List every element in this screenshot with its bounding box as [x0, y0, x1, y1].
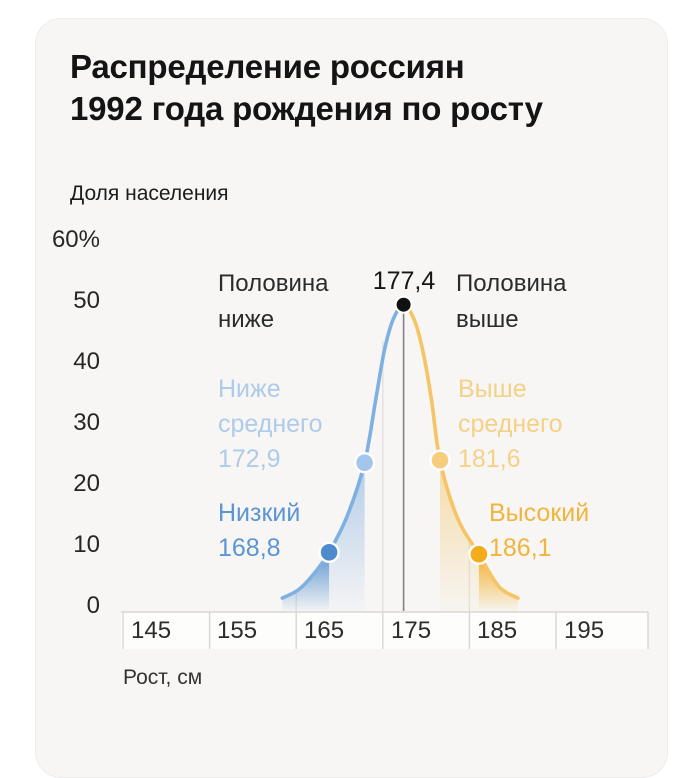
below-average-line1: Ниже — [218, 375, 281, 403]
y-tick-20: 20 — [73, 470, 100, 497]
y-tick-0: 0 — [86, 592, 100, 619]
page-title: Распределение россиян 1992 года рождения… — [70, 46, 640, 130]
above-average-line1: Выше — [458, 375, 527, 403]
low-label: Низкий — [218, 499, 301, 527]
x-tick-175: 175 — [391, 617, 432, 644]
annotation-low: Низкий 168,8 — [218, 496, 300, 566]
title-line-1: Распределение россиян — [70, 48, 465, 85]
above-average-value: 181,6 — [458, 445, 521, 473]
x-tick-145: 145 — [131, 617, 172, 644]
annotation-high: Высокий 186,1 — [489, 496, 589, 566]
half-above-line1: Половина — [456, 270, 567, 297]
below-average-line2: среднего — [218, 410, 323, 438]
title-line-2: 1992 года рождения по росту — [70, 90, 543, 127]
annotation-half-above: Половина выше — [456, 266, 566, 338]
half-below-line1: Половина — [218, 270, 329, 297]
annotation-below-average: Ниже среднего 172,9 — [218, 372, 323, 477]
y-tick-30: 30 — [73, 409, 100, 436]
y-tick-50: 50 — [73, 287, 100, 314]
below-average-value: 172,9 — [218, 445, 281, 473]
half-above-line2: выше — [456, 306, 519, 333]
y-tick-60: 60% — [51, 226, 100, 253]
high-value: 186,1 — [489, 534, 552, 562]
low-value: 168,8 — [218, 534, 281, 562]
x-tick-195: 195 — [564, 617, 605, 644]
annotation-mean-value: 177,4 — [372, 267, 436, 295]
y-axis-label: Доля населения — [70, 182, 229, 205]
y-tick-10: 10 — [73, 531, 100, 558]
x-tick-165: 165 — [304, 617, 345, 644]
annotation-half-below: Половина ниже — [218, 266, 328, 338]
x-tick-155: 155 — [217, 617, 258, 644]
x-tick-185: 185 — [477, 617, 518, 644]
half-below-line2: ниже — [218, 306, 275, 333]
chart-card — [35, 18, 668, 778]
x-axis-label: Рост, см — [123, 666, 203, 689]
annotation-above-average: Выше среднего 181,6 — [458, 372, 563, 477]
above-average-line2: среднего — [458, 410, 563, 438]
high-label: Высокий — [489, 499, 590, 527]
y-tick-40: 40 — [73, 348, 100, 375]
